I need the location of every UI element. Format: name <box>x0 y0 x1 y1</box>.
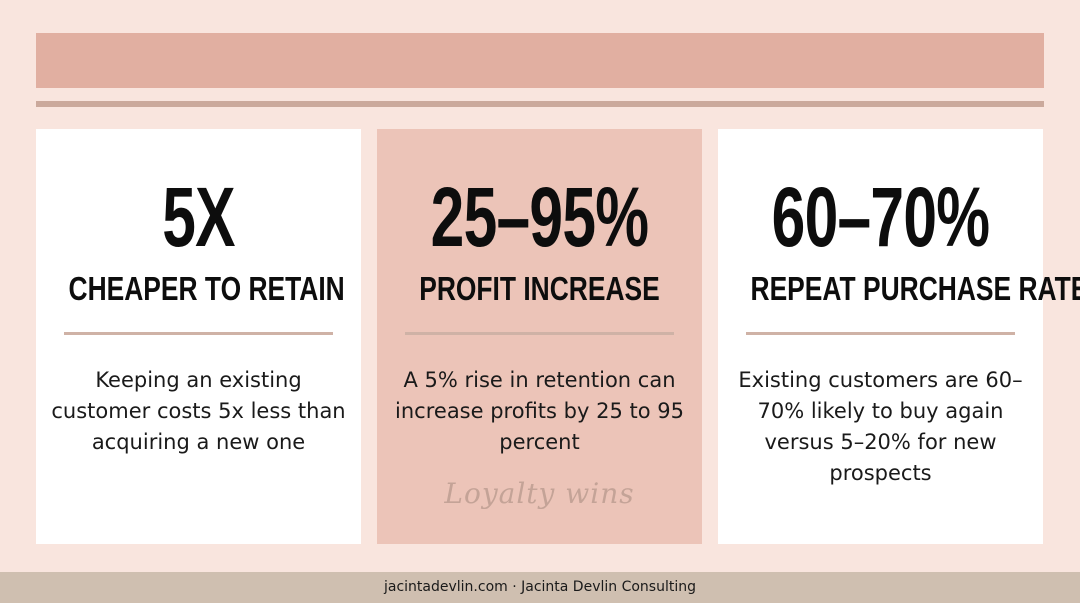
top-divider <box>36 101 1044 107</box>
stat-card-cheaper-to-retain: 5X CHEAPER TO RETAIN Keeping an existing… <box>36 129 361 544</box>
stat-label: REPEAT PURCHASE RATE <box>750 270 1080 307</box>
footer-bar: jacintadevlin.com · Jacinta Devlin Consu… <box>0 572 1080 603</box>
stat-card-repeat-purchase-rate: 60–70% REPEAT PURCHASE RATE Existing cus… <box>718 129 1080 544</box>
stat-description: Keeping an existing customer costs 5x le… <box>51 368 346 454</box>
stat-card-profit-increase: 25–95% PROFIT INCREASE A 5% rise in rete… <box>377 129 702 544</box>
stat-description: Existing customers are 60–70% likely to … <box>738 368 1023 485</box>
stat-label: CHEAPER TO RETAIN <box>68 270 345 307</box>
footer-text: jacintadevlin.com · Jacinta Devlin Consu… <box>383 579 696 595</box>
tagline: Loyalty wins <box>444 477 635 510</box>
stat-value: 5X <box>162 170 235 264</box>
stat-description: A 5% rise in retention can increase prof… <box>395 368 684 454</box>
stat-value: 60–70% <box>771 170 990 264</box>
card-divider <box>405 332 674 335</box>
card-divider <box>746 332 1015 335</box>
top-banner <box>36 33 1044 88</box>
stat-label: PROFIT INCREASE <box>419 270 660 307</box>
stat-value: 25–95% <box>430 170 649 264</box>
card-divider <box>64 332 333 335</box>
